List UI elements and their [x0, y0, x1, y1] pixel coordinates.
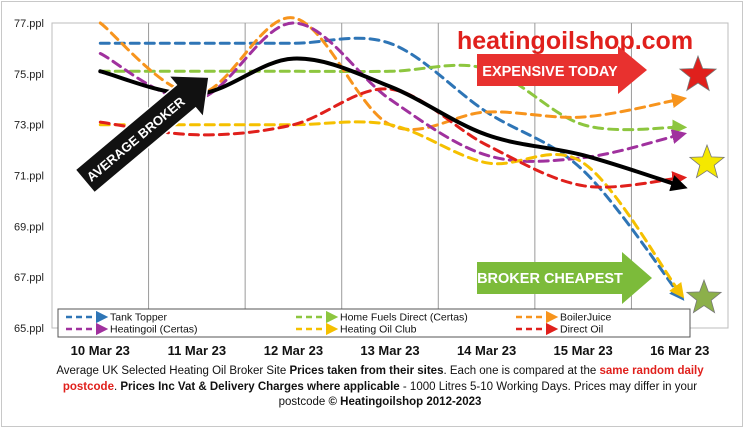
- footer-bold-1: Prices taken from their sites: [289, 365, 444, 377]
- series-line-home-fuels-direct-certas: [98, 63, 688, 135]
- x-tick-label: 14 Mar 23: [457, 343, 516, 358]
- average-broker-label: AVERAGE BROKER: [84, 93, 189, 184]
- yellow-star-icon: [688, 143, 726, 179]
- legend: Tank Topper Home Fuels Direct (Certas) Boi…: [57, 308, 691, 338]
- legend-label: Tank Topper: [110, 312, 168, 324]
- expensive-banner-arrow: [477, 46, 647, 94]
- y-tick-label: 71.ppl: [14, 171, 44, 183]
- y-tick-label: 69.ppl: [14, 221, 44, 233]
- footer-text-4: - 1000 Litres 5-10 Working Days. Prices …: [278, 380, 698, 409]
- footer-text-1: Average UK Selected Heating Oil Broker S…: [56, 365, 290, 377]
- series-line-heating-oil-club: [98, 120, 685, 299]
- x-tick-label: 11 Mar 23: [168, 343, 227, 358]
- legend-box: [57, 308, 691, 338]
- y-tick-label: 73.ppl: [14, 120, 44, 132]
- logo-text: heatingoilshop.com: [457, 27, 693, 55]
- x-tick-label: 16 Mar 23: [650, 343, 709, 358]
- x-tick-label: 13 Mar 23: [360, 343, 419, 358]
- chart-footer-note: Average UK Selected Heating Oil Broker S…: [40, 364, 720, 411]
- expensive-banner-label: EXPENSIVE TODAY: [482, 64, 618, 80]
- legend-label: Home Fuels Direct (Certas): [340, 312, 468, 324]
- footer-copyright: © Heatingoilshop 2012-2023: [328, 396, 482, 408]
- footer-text-2: . Each one is compared at the: [443, 365, 600, 377]
- y-tick-label: 67.ppl: [14, 272, 44, 284]
- x-tick-label: 12 Mar 23: [264, 343, 323, 358]
- footer-text-3: .: [113, 380, 121, 393]
- legend-label: Direct Oil: [560, 324, 603, 336]
- legend-label: Heatingoil (Certas): [110, 324, 198, 336]
- red-star-icon: [678, 54, 718, 92]
- y-tick-label: 77.ppl: [14, 18, 44, 30]
- x-tick-label: 15 Mar 23: [554, 343, 613, 358]
- x-tick-label: 10 Mar 23: [71, 343, 130, 358]
- cheapest-banner-label: BROKER CHEAPEST: [477, 271, 623, 287]
- cheapest-banner-arrow: [477, 252, 652, 304]
- series-line-direct-oil: [98, 87, 688, 189]
- green-star-icon: [685, 278, 723, 314]
- legend-label: BoilerJuice: [560, 312, 612, 324]
- footer-bold-2: Prices Inc Vat & Delivery Charges where …: [120, 380, 400, 393]
- y-tick-label: 65.ppl: [14, 323, 44, 335]
- average-broker-arrow: AVERAGE BROKER: [74, 74, 210, 194]
- legend-label: Heating Oil Club: [340, 324, 417, 336]
- y-tick-label: 75.ppl: [14, 69, 44, 81]
- average-broker-arrow-shape: [74, 74, 210, 194]
- series-line-tank-topper: [98, 36, 685, 301]
- footer-red-1: same random daily postcode: [62, 365, 704, 393]
